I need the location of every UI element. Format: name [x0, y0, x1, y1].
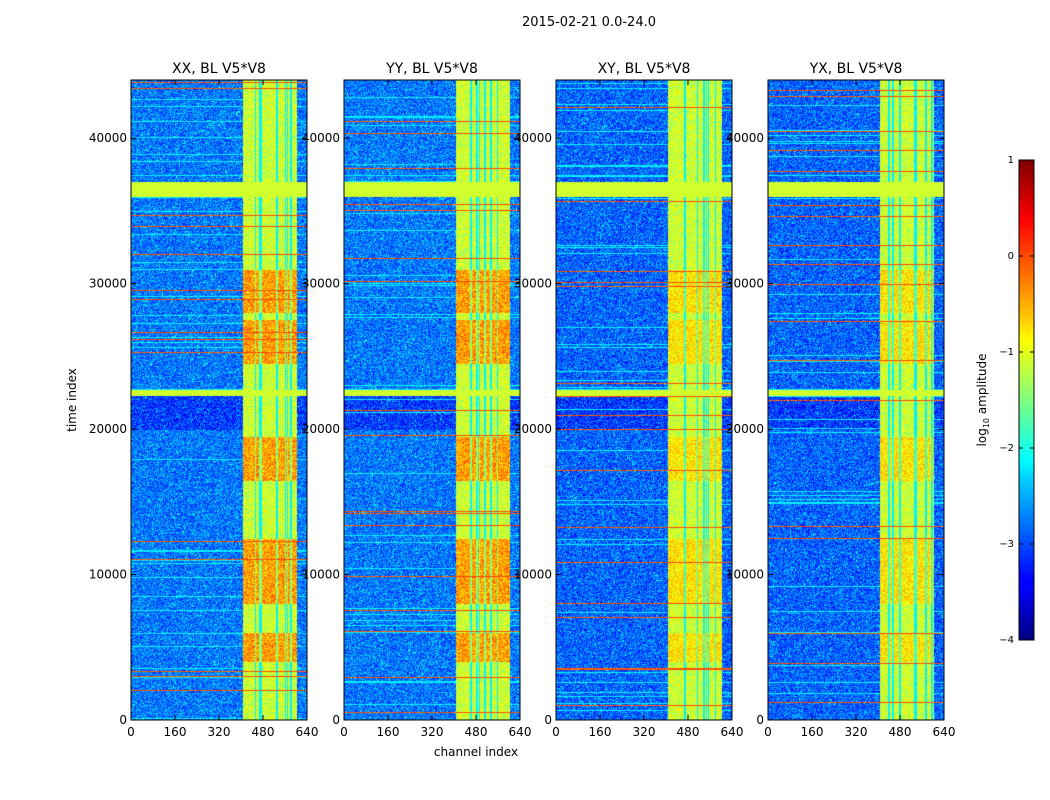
y-tick-label: 40000: [514, 131, 552, 145]
x-tick-label: 160: [801, 725, 824, 739]
y-tick-label: 30000: [302, 277, 340, 291]
panel-yy: YY, BL V5*V8 0 160 320 480 640 0 10000 20000 3000…: [302, 61, 532, 739]
x-tick-label: 480: [677, 725, 700, 739]
panel-xx: XX, BL V5*V8 0 160 320 480 640 0 10000 20000 3000…: [89, 61, 319, 739]
y-tick-label: 10000: [89, 568, 127, 582]
panel-xy: XY, BL V5*V8 0 160 320 480 640 0 10000 20000 3000…: [514, 61, 744, 739]
panel-title: YY, BL V5*V8: [385, 61, 478, 77]
x-tick-label: 160: [164, 725, 187, 739]
y-tick-label: 20000: [302, 422, 340, 436]
heatmap-yx: [768, 80, 944, 720]
heatmap-yy: [344, 80, 520, 720]
x-tick-label: 640: [933, 725, 956, 739]
y-tick-label: 0: [332, 713, 340, 727]
x-tick-label: 480: [252, 725, 275, 739]
colorbar-tick-label: −2: [999, 443, 1014, 454]
x-tick-label: 320: [845, 725, 868, 739]
x-tick-label: 640: [296, 725, 319, 739]
y-tick-label: 10000: [302, 568, 340, 582]
y-tick-label: 30000: [89, 277, 127, 291]
y-tick-label: 20000: [726, 422, 764, 436]
y-axis-label: time index: [65, 368, 79, 432]
figure-title: 2015-02-21 0.0-24.0: [522, 15, 656, 30]
y-tick-label: 30000: [726, 277, 764, 291]
x-tick-label: 0: [552, 725, 560, 739]
colorbar-tick-label: −4: [999, 635, 1014, 646]
colorbar-ticks: 1 0 −1 −2 −3 −4: [999, 155, 1034, 646]
x-tick-label: 480: [889, 725, 912, 739]
colorbar: 1 0 −1 −2 −3 −4 log10 amplitude: [975, 155, 1035, 646]
colorbar-gradient: [1018, 159, 1035, 641]
colorbar-tick-label: −3: [999, 539, 1014, 550]
x-axis-label: channel index: [434, 745, 518, 759]
heatmap-xy: [556, 80, 732, 720]
panels: XX, BL V5*V8 0 160 320 480 640 0 10000 20000 3000…: [89, 61, 956, 739]
x-tick-label: 160: [377, 725, 400, 739]
y-tick-label: 40000: [726, 131, 764, 145]
y-tick-label: 30000: [514, 277, 552, 291]
heatmap-xx: [131, 80, 307, 720]
x-tick-label: 160: [589, 725, 612, 739]
y-tick-label: 40000: [89, 131, 127, 145]
x-tick-label: 320: [208, 725, 231, 739]
panel-title: XX, BL V5*V8: [172, 61, 266, 77]
y-tick-label: 10000: [514, 568, 552, 582]
x-tick-label: 0: [764, 725, 772, 739]
x-tick-label: 0: [340, 725, 348, 739]
x-tick-label: 480: [465, 725, 488, 739]
y-tick-label: 20000: [514, 422, 552, 436]
panel-title: XY, BL V5*V8: [598, 61, 691, 77]
x-tick-label: 320: [421, 725, 444, 739]
x-tick-label: 320: [633, 725, 656, 739]
colorbar-label: log10 amplitude: [975, 354, 991, 447]
x-tick-label: 640: [509, 725, 532, 739]
panel-title: YX, BL V5*V8: [809, 61, 903, 77]
colorbar-tick-label: 0: [1008, 251, 1014, 262]
panel-yx: YX, BL V5*V8 0 160 320 480 640 0 10000 20000 3000…: [726, 61, 956, 739]
colorbar-tick-label: −1: [999, 347, 1014, 358]
x-tick-label: 0: [127, 725, 135, 739]
y-tick-label: 0: [756, 713, 764, 727]
y-tick-label: 0: [119, 713, 127, 727]
colorbar-tick-label: 1: [1008, 155, 1014, 166]
y-tick-label: 20000: [89, 422, 127, 436]
y-tick-label: 0: [544, 713, 552, 727]
y-tick-label: 40000: [302, 131, 340, 145]
y-tick-label: 10000: [726, 568, 764, 582]
x-tick-label: 640: [721, 725, 744, 739]
